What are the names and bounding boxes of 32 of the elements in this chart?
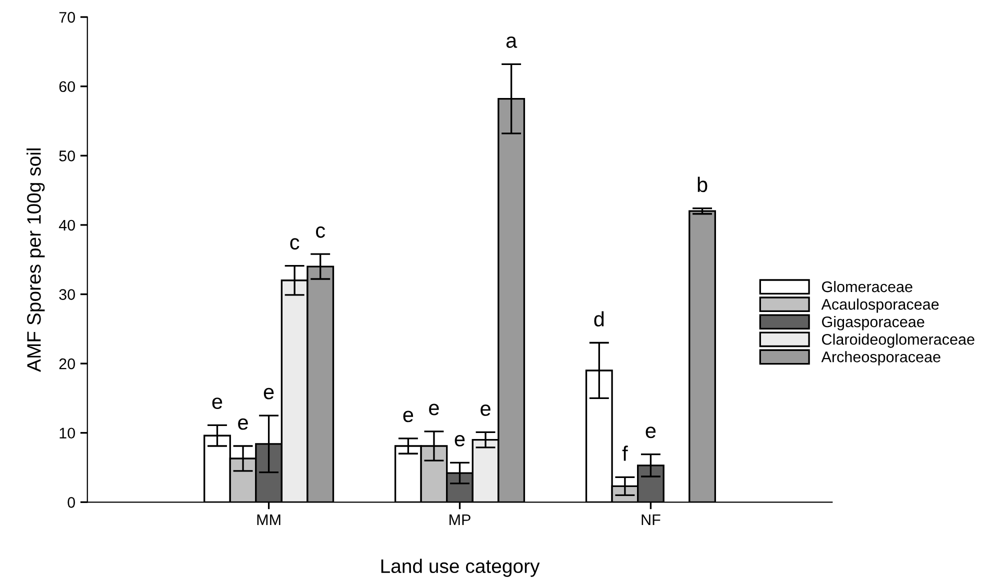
x-axis-title: Land use category xyxy=(381,558,540,577)
data-label: e xyxy=(454,434,465,446)
y-tick-label: 0 xyxy=(68,497,75,508)
data-label: a xyxy=(506,36,518,48)
legend-label: Claroideoglomeraceae xyxy=(822,334,974,348)
y-tick-label: 10 xyxy=(60,428,75,439)
data-label: e xyxy=(212,398,222,409)
y-tick-label: 60 xyxy=(59,81,75,92)
y-tick-label: 20 xyxy=(59,358,75,370)
y-tick-label: 50 xyxy=(59,150,75,162)
data-label: b xyxy=(698,176,708,192)
legend-label: Acaulosporaceae xyxy=(821,298,939,313)
data-label: c xyxy=(316,226,326,238)
x-tick-label: MP xyxy=(450,514,470,526)
data-label: f xyxy=(622,446,628,461)
legend-label: Glomeraceae xyxy=(822,280,912,292)
y-axis-title: AMF Spores per 100g soil xyxy=(26,148,45,372)
y-tick-label: 30 xyxy=(59,289,75,300)
data-label: e xyxy=(403,410,414,422)
x-tick-label: NF xyxy=(642,514,660,526)
legend-label: Gigasporaceae xyxy=(822,316,924,330)
data-label: e xyxy=(264,388,274,400)
data-label: e xyxy=(646,426,656,438)
y-tick-label: 70 xyxy=(59,12,75,23)
y-tick-label: 40 xyxy=(58,220,75,231)
data-label: e xyxy=(480,404,490,416)
legend-label: Archeosporaceae xyxy=(821,351,940,366)
data-label: e xyxy=(429,404,439,416)
data-label: d xyxy=(594,311,604,327)
data-label: e xyxy=(238,418,248,430)
data-label: c xyxy=(290,238,300,250)
x-tick-label: MM xyxy=(257,514,280,526)
